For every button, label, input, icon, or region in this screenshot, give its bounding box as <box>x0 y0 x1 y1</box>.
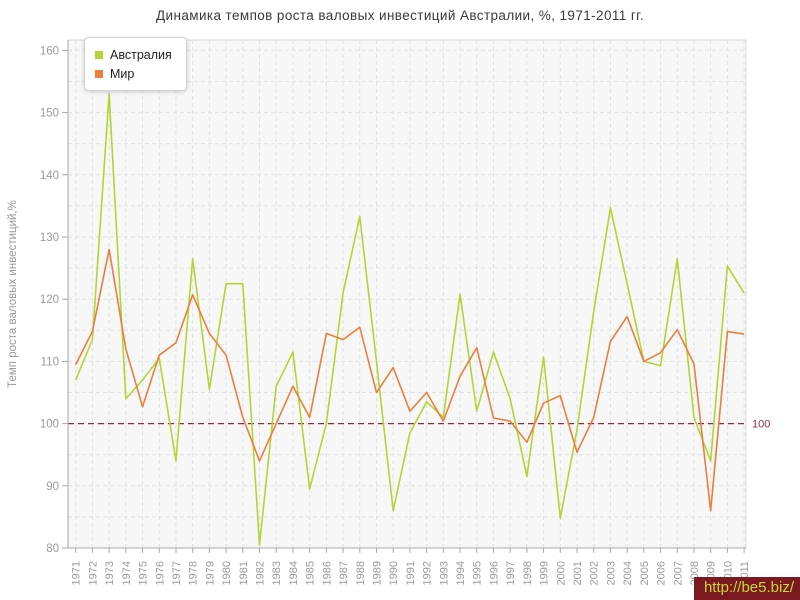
x-tick-label: 1988 <box>355 561 367 585</box>
series-line-australia <box>74 93 745 546</box>
x-tick-label: 1985 <box>305 561 317 585</box>
y-axis-title: Темп роста валовых инвестиций,% <box>7 200 19 388</box>
chart-title: Динамика темпов роста валовых инвестиций… <box>156 8 644 23</box>
x-tick-label: 1987 <box>338 561 350 585</box>
watermark-link[interactable]: http://be5.biz/ <box>693 577 800 600</box>
x-tick-label: 2005 <box>639 561 651 585</box>
x-tick-label: 1991 <box>405 561 417 585</box>
y-tick-label: 80 <box>46 543 59 555</box>
legend-item-world[interactable]: Мир <box>95 64 172 83</box>
x-tick-label: 1990 <box>388 561 400 585</box>
x-tick-label: 1974 <box>121 561 133 585</box>
legend-label-australia: Австралия <box>110 47 172 62</box>
x-tick-label: 1994 <box>455 561 467 585</box>
x-tick-label: 1979 <box>204 561 216 585</box>
x-tick-label: 1983 <box>271 561 283 585</box>
y-tick-label: 120 <box>40 294 59 306</box>
y-tick-label: 130 <box>40 232 59 244</box>
x-tick-label: 1976 <box>154 561 166 585</box>
y-tick-label: 110 <box>41 356 59 368</box>
x-tick-label: 1972 <box>87 561 99 585</box>
x-tick-label: 1984 <box>288 561 300 585</box>
x-tick-label: 1975 <box>138 561 150 585</box>
y-tick-label: 150 <box>40 108 59 120</box>
x-tick-label: 1980 <box>221 561 233 585</box>
y-tick-label: 160 <box>40 45 59 57</box>
x-tick-label: 1981 <box>238 561 250 585</box>
legend-item-australia[interactable]: Австралия <box>95 45 172 64</box>
x-tick-label: 1995 <box>472 561 484 585</box>
x-tick-label: 1997 <box>505 561 517 585</box>
x-tick-label: 1992 <box>422 561 434 585</box>
x-tick-label: 1982 <box>255 561 267 585</box>
legend-label-world: Мир <box>110 66 135 81</box>
plot-background <box>67 39 747 549</box>
y-tick-label: 140 <box>40 170 59 182</box>
x-tick-label: 1996 <box>488 561 500 585</box>
x-tick-label: 1971 <box>71 561 83 585</box>
y-tick-label: 90 <box>46 481 59 493</box>
legend: Австралия Мир <box>84 37 187 91</box>
x-tick-label: 1989 <box>371 561 383 585</box>
x-tick-label: 1998 <box>522 561 534 585</box>
legend-swatch-australia <box>95 50 103 59</box>
x-tick-label: 1977 <box>171 561 183 585</box>
series-line-world <box>74 248 745 512</box>
y-tick-label: 100 <box>40 419 59 431</box>
x-tick-label: 2004 <box>622 561 634 585</box>
x-tick-label: 2003 <box>605 561 617 585</box>
reference-line-label: 100 <box>752 419 770 431</box>
x-tick-label: 1978 <box>188 561 200 585</box>
x-tick-label: 1986 <box>321 561 333 585</box>
x-tick-label: 2007 <box>672 561 684 585</box>
x-tick-label: 2000 <box>555 561 567 585</box>
x-tick-label: 1993 <box>438 561 450 585</box>
x-tick-label: 2002 <box>589 561 601 585</box>
x-tick-label: 2001 <box>572 561 584 585</box>
x-tick-label: 1973 <box>104 561 116 585</box>
legend-swatch-world <box>95 69 103 78</box>
x-tick-label: 2006 <box>656 561 668 585</box>
x-tick-label: 1999 <box>539 561 551 585</box>
